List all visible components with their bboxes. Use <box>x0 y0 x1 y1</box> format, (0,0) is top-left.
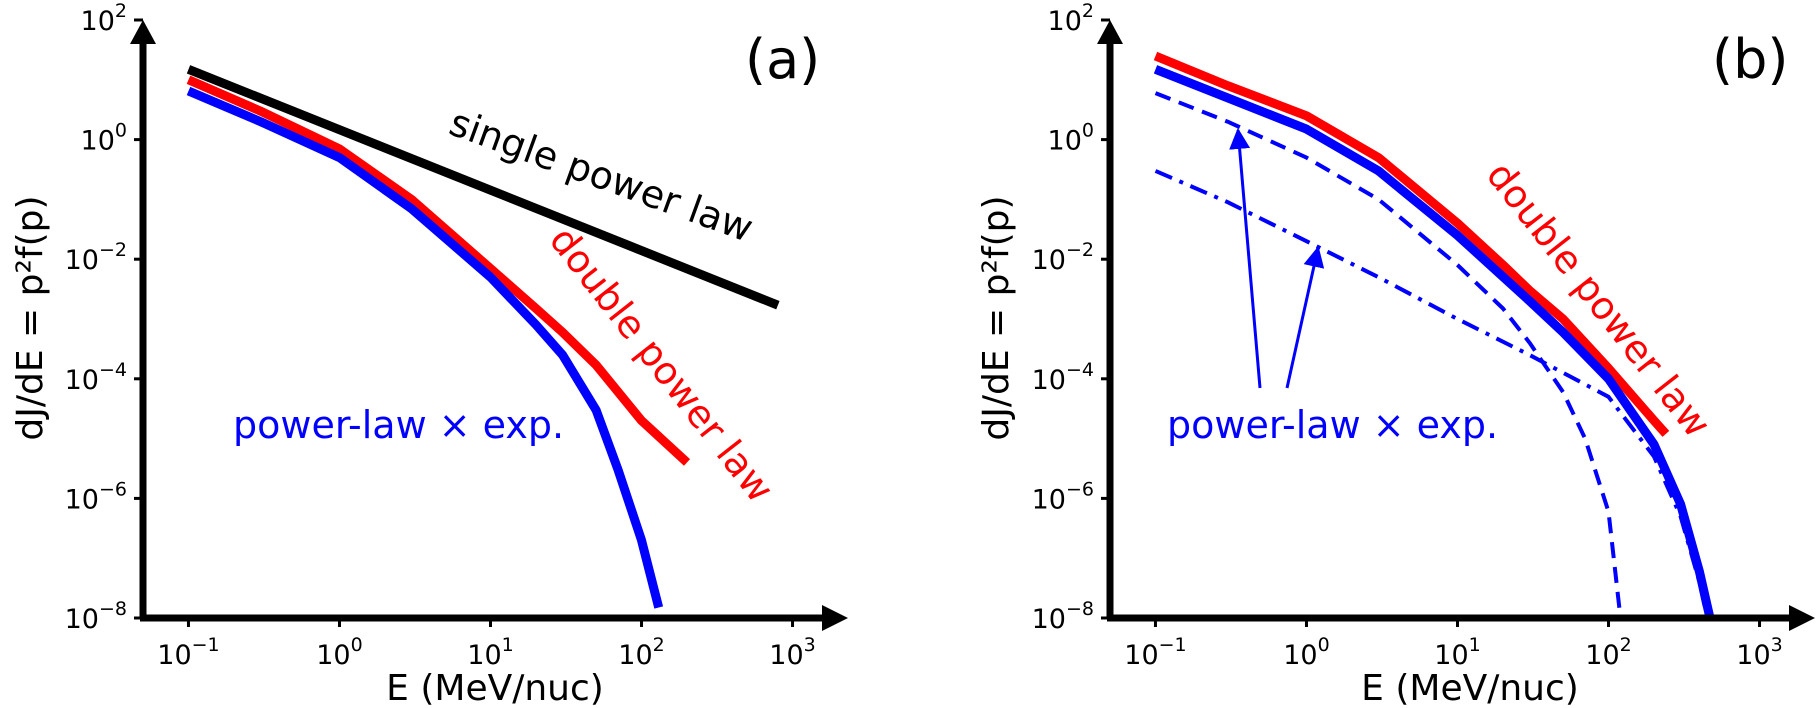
x-tick-label: 10−1 <box>157 634 219 671</box>
series-line-double-power-law <box>186 75 691 466</box>
x-tick-label: 103 <box>769 634 815 671</box>
annotation-power-law-exp-a: power-law × exp. <box>233 403 564 447</box>
x-tick-label: 100 <box>316 634 362 671</box>
y-tick-label: 10−4 <box>1032 359 1094 396</box>
series-line-component-2 <box>1154 91 1623 619</box>
panel-a-series <box>186 65 780 609</box>
panel-a-x-axis-arrow <box>822 605 848 631</box>
annotation-single-power-law: single power law <box>444 100 759 250</box>
series-line-double-power-law <box>1153 51 1670 437</box>
panel-a-ticks: 10−1 100 101 102 103 10−8 10−6 10−4 10−2 100 102 <box>65 0 816 671</box>
panel-b-y-axis-label: dJ/dE = p²f(p) <box>976 195 1017 440</box>
x-tick-label: 10−1 <box>1124 634 1186 671</box>
panel-a-y-axis-arrow <box>130 20 156 44</box>
x-tick-label: 101 <box>1434 634 1480 671</box>
series-line-component-1 <box>1153 65 1715 620</box>
series-line-power-law-exp <box>186 86 664 609</box>
y-tick-label: 100 <box>81 120 127 157</box>
panel-b-y-axis-arrow <box>1097 20 1123 44</box>
y-tick-label: 10−8 <box>65 598 127 635</box>
panel-b-series <box>1153 51 1715 620</box>
x-tick-label: 103 <box>1736 634 1782 671</box>
y-tick-label: 10−8 <box>1032 598 1094 635</box>
y-tick-label: 10−2 <box>65 239 127 276</box>
y-tick-label: 10−2 <box>1032 239 1094 276</box>
panel-b: 10−1 100 101 102 103 10−8 10−6 10−4 10−2 100 102 (… <box>976 0 1815 708</box>
x-tick-label: 101 <box>467 634 513 671</box>
annotation-double-power-law-b: double power law <box>1478 153 1720 445</box>
panel-a-y-axis-label: dJ/dE = p²f(p) <box>10 195 51 440</box>
pointer-arrow-dashed <box>1229 127 1262 389</box>
x-tick-label: 102 <box>618 634 664 671</box>
y-tick-label: 100 <box>1048 120 1094 157</box>
panel-b-x-axis-arrow <box>1789 605 1815 631</box>
panel-b-x-axis-label: E (MeV/nuc) <box>1361 668 1579 708</box>
y-tick-label: 10−6 <box>1032 478 1094 515</box>
annotation-power-law-exp-b: power-law × exp. <box>1167 403 1498 447</box>
panel-a: 10−1 100 101 102 103 10−8 10−6 10−4 10−2 100 102 (… <box>10 0 848 708</box>
y-tick-label: 102 <box>81 0 127 37</box>
panel-b-ticks: 10−1 100 101 102 103 10−8 10−6 10−4 10−2 100 102 <box>1032 0 1783 671</box>
panel-b-label: (b) <box>1712 28 1788 91</box>
panel-b-axes <box>1097 20 1815 631</box>
y-tick-label: 102 <box>1048 0 1094 37</box>
y-tick-label: 10−4 <box>65 359 127 396</box>
y-tick-label: 10−6 <box>65 478 127 515</box>
panel-a-axes <box>130 20 848 631</box>
panel-a-x-axis-label: E (MeV/nuc) <box>386 668 604 708</box>
panel-a-label: (a) <box>745 28 820 91</box>
x-tick-label: 102 <box>1585 634 1631 671</box>
x-tick-label: 100 <box>1283 634 1329 671</box>
series-line-single-power-law <box>186 65 780 310</box>
pointer-arrow-dashdot <box>1285 245 1325 389</box>
